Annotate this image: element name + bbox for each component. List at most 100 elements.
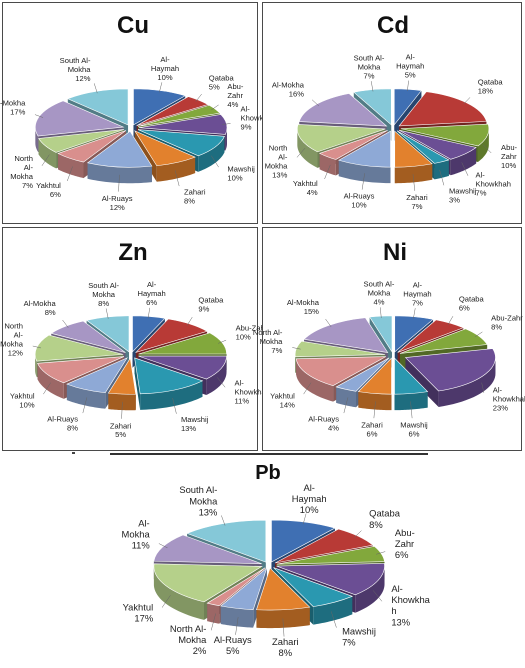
slice-wall [37, 363, 64, 399]
leader-line [174, 170, 180, 187]
leader-line [439, 169, 445, 186]
pie-chart-pb: Pb Al-Haymah 10% Qataba 8% Abu-Zahr 6% Al-Khowk… [104, 459, 431, 667]
leader-line [412, 174, 416, 191]
leader-line [376, 551, 386, 555]
slice-yakhtul [37, 356, 125, 384]
chart-title: Cu [117, 12, 149, 39]
leader-line [105, 308, 109, 319]
chart-title: Pb [255, 462, 281, 484]
slice-wall [108, 393, 136, 411]
slice-label-abu-zahr: Abu-Zahr 4% [227, 82, 244, 109]
slice-label-yakhtul: Yakhtul 10% [10, 391, 35, 409]
slice-north-al-mokha [297, 124, 386, 153]
slice-label-al-haymah: Al-Haymah 10% [151, 55, 179, 82]
slice-qataba [134, 318, 208, 354]
chart-title: Zn [118, 239, 147, 266]
slice-zahari [134, 130, 196, 167]
slice-label-al-ruays: Al-Ruays 8% [47, 414, 78, 432]
slice-wall [140, 380, 203, 410]
slice-al-haymah [132, 315, 166, 353]
slice-wall [58, 153, 84, 179]
slice-wall [207, 603, 220, 624]
slice-wall [338, 160, 391, 184]
leader-line [195, 93, 202, 102]
slice-label-north-al-mokha: North Al-Mokha 12% [0, 322, 24, 358]
slice-al-haymah [393, 88, 423, 126]
leader-line [302, 513, 307, 525]
slice-labels: Al-Haymah 5% Qataba 18% Abu-Zahr 10%Al-Khowkh… [265, 53, 518, 211]
leader-line [216, 377, 226, 388]
pie-tops [294, 315, 496, 395]
pie-chart-cd-svg: Cd Al-Haymah 5% Qataba 18% Abu-Zahr 10%Al-Khow… [265, 12, 518, 211]
leader-line [461, 162, 469, 176]
slice-al-ruays [86, 130, 153, 168]
slice-al-haymah [271, 519, 336, 563]
slice-al-ruays [335, 357, 390, 392]
leader-line [82, 397, 88, 414]
slice-al-ruays [220, 567, 268, 610]
slice-wall [438, 357, 496, 408]
slice-labels: Al-Haymah 10% Qataba 5% Abu-Zahr 4%Al-Khowkha… [0, 55, 276, 212]
leader-line [211, 104, 219, 111]
slice-al-mokha [35, 100, 125, 137]
slice-label-al-mokha: Al-Mokha 11% [122, 517, 151, 550]
leader-line [482, 144, 492, 154]
slice-al-mokha [50, 320, 126, 353]
leader-line [481, 382, 485, 393]
leader-line [463, 97, 471, 105]
leader-line [159, 82, 163, 93]
stray-dot [72, 452, 75, 454]
slice-wall [434, 159, 449, 180]
slice-label-al-ruays: Al-Ruays 4% [308, 414, 339, 432]
slice-label-zahari: Zahari 6% [361, 420, 383, 438]
pie-chart-ni: Ni Al-Haymah 7% Qataba 6% Abu-Zahr 8% Al-Khowkh… [253, 227, 525, 451]
slice-label-north-al-mokha: North Al-Mokha 2% [170, 623, 207, 656]
slice-label-north-al-mokha: North Al-Mokha 7% [10, 154, 34, 190]
leader-line [211, 155, 219, 168]
leader-line [282, 618, 285, 637]
slice-labels: Al-Haymah 6% Qataba 9% Abu-Zahr 10% Al-Khowkha… [0, 280, 270, 439]
leader-line [172, 397, 177, 414]
separator-line [110, 453, 428, 455]
slice-al-khowkhah [276, 563, 385, 596]
slice-label-al-mokha: Al-Mokha 15% [287, 298, 320, 316]
slice-label-al-haymah: Al-Haymah 10% [292, 482, 327, 515]
pie-tops [34, 315, 227, 395]
slice-label-mawshij: Mawshij 6% [400, 420, 428, 438]
slice-wall [319, 153, 336, 176]
slice-label-south-al-mokha: South Al-Mokha 8% [88, 281, 119, 308]
slice-label-al-mokha: Al-Mokha 8% [24, 299, 57, 317]
slice-label-south-al-mokha: South Al-Mokha 7% [354, 53, 385, 80]
slice-label-al-khowkhah: Al-Khowkhah 9% [241, 105, 276, 132]
pie-chart-cu: Cu Al-Haymah 10% Qataba 5% Abu-Zahr 4% Al-Khowk… [0, 2, 276, 224]
slice-label-mawshij: Mawshij 10% [227, 164, 255, 182]
slice-wall [313, 596, 353, 625]
slice-label-al-haymah: Al-Haymah 5% [396, 53, 424, 80]
slice-abu-zahr [276, 546, 385, 565]
slice-mawshij [394, 357, 429, 395]
slice-label-al-haymah: Al-Haymah 7% [403, 280, 431, 307]
slice-south-al-mokha [85, 315, 130, 353]
slice-yakhtul [295, 356, 387, 386]
leader-line [118, 174, 120, 192]
leader-line [93, 83, 98, 94]
leader-line [67, 166, 73, 182]
slice-qataba [136, 96, 209, 126]
leader-line [34, 114, 44, 118]
slice-wall [38, 138, 57, 169]
slice-al-mokha [303, 317, 389, 354]
slice-label-abu-zahr: Abu-Zahr 6% [395, 527, 415, 560]
slice-mawshij [137, 129, 225, 157]
leader-line [373, 401, 376, 419]
slice-zahari [256, 567, 311, 611]
slice-label-north-al-mokha: North Al-Mokha 7% [253, 328, 283, 355]
leader-line [161, 595, 171, 608]
slice-label-al-ruays: Al-Ruays 5% [214, 634, 252, 656]
leader-line [379, 307, 382, 318]
leader-line [413, 308, 416, 319]
leader-line [361, 173, 365, 190]
slice-north-al-mokha [206, 567, 266, 607]
slice-yakhtul [153, 563, 263, 603]
slice-label-qataba: Qataba 18% [478, 78, 504, 96]
